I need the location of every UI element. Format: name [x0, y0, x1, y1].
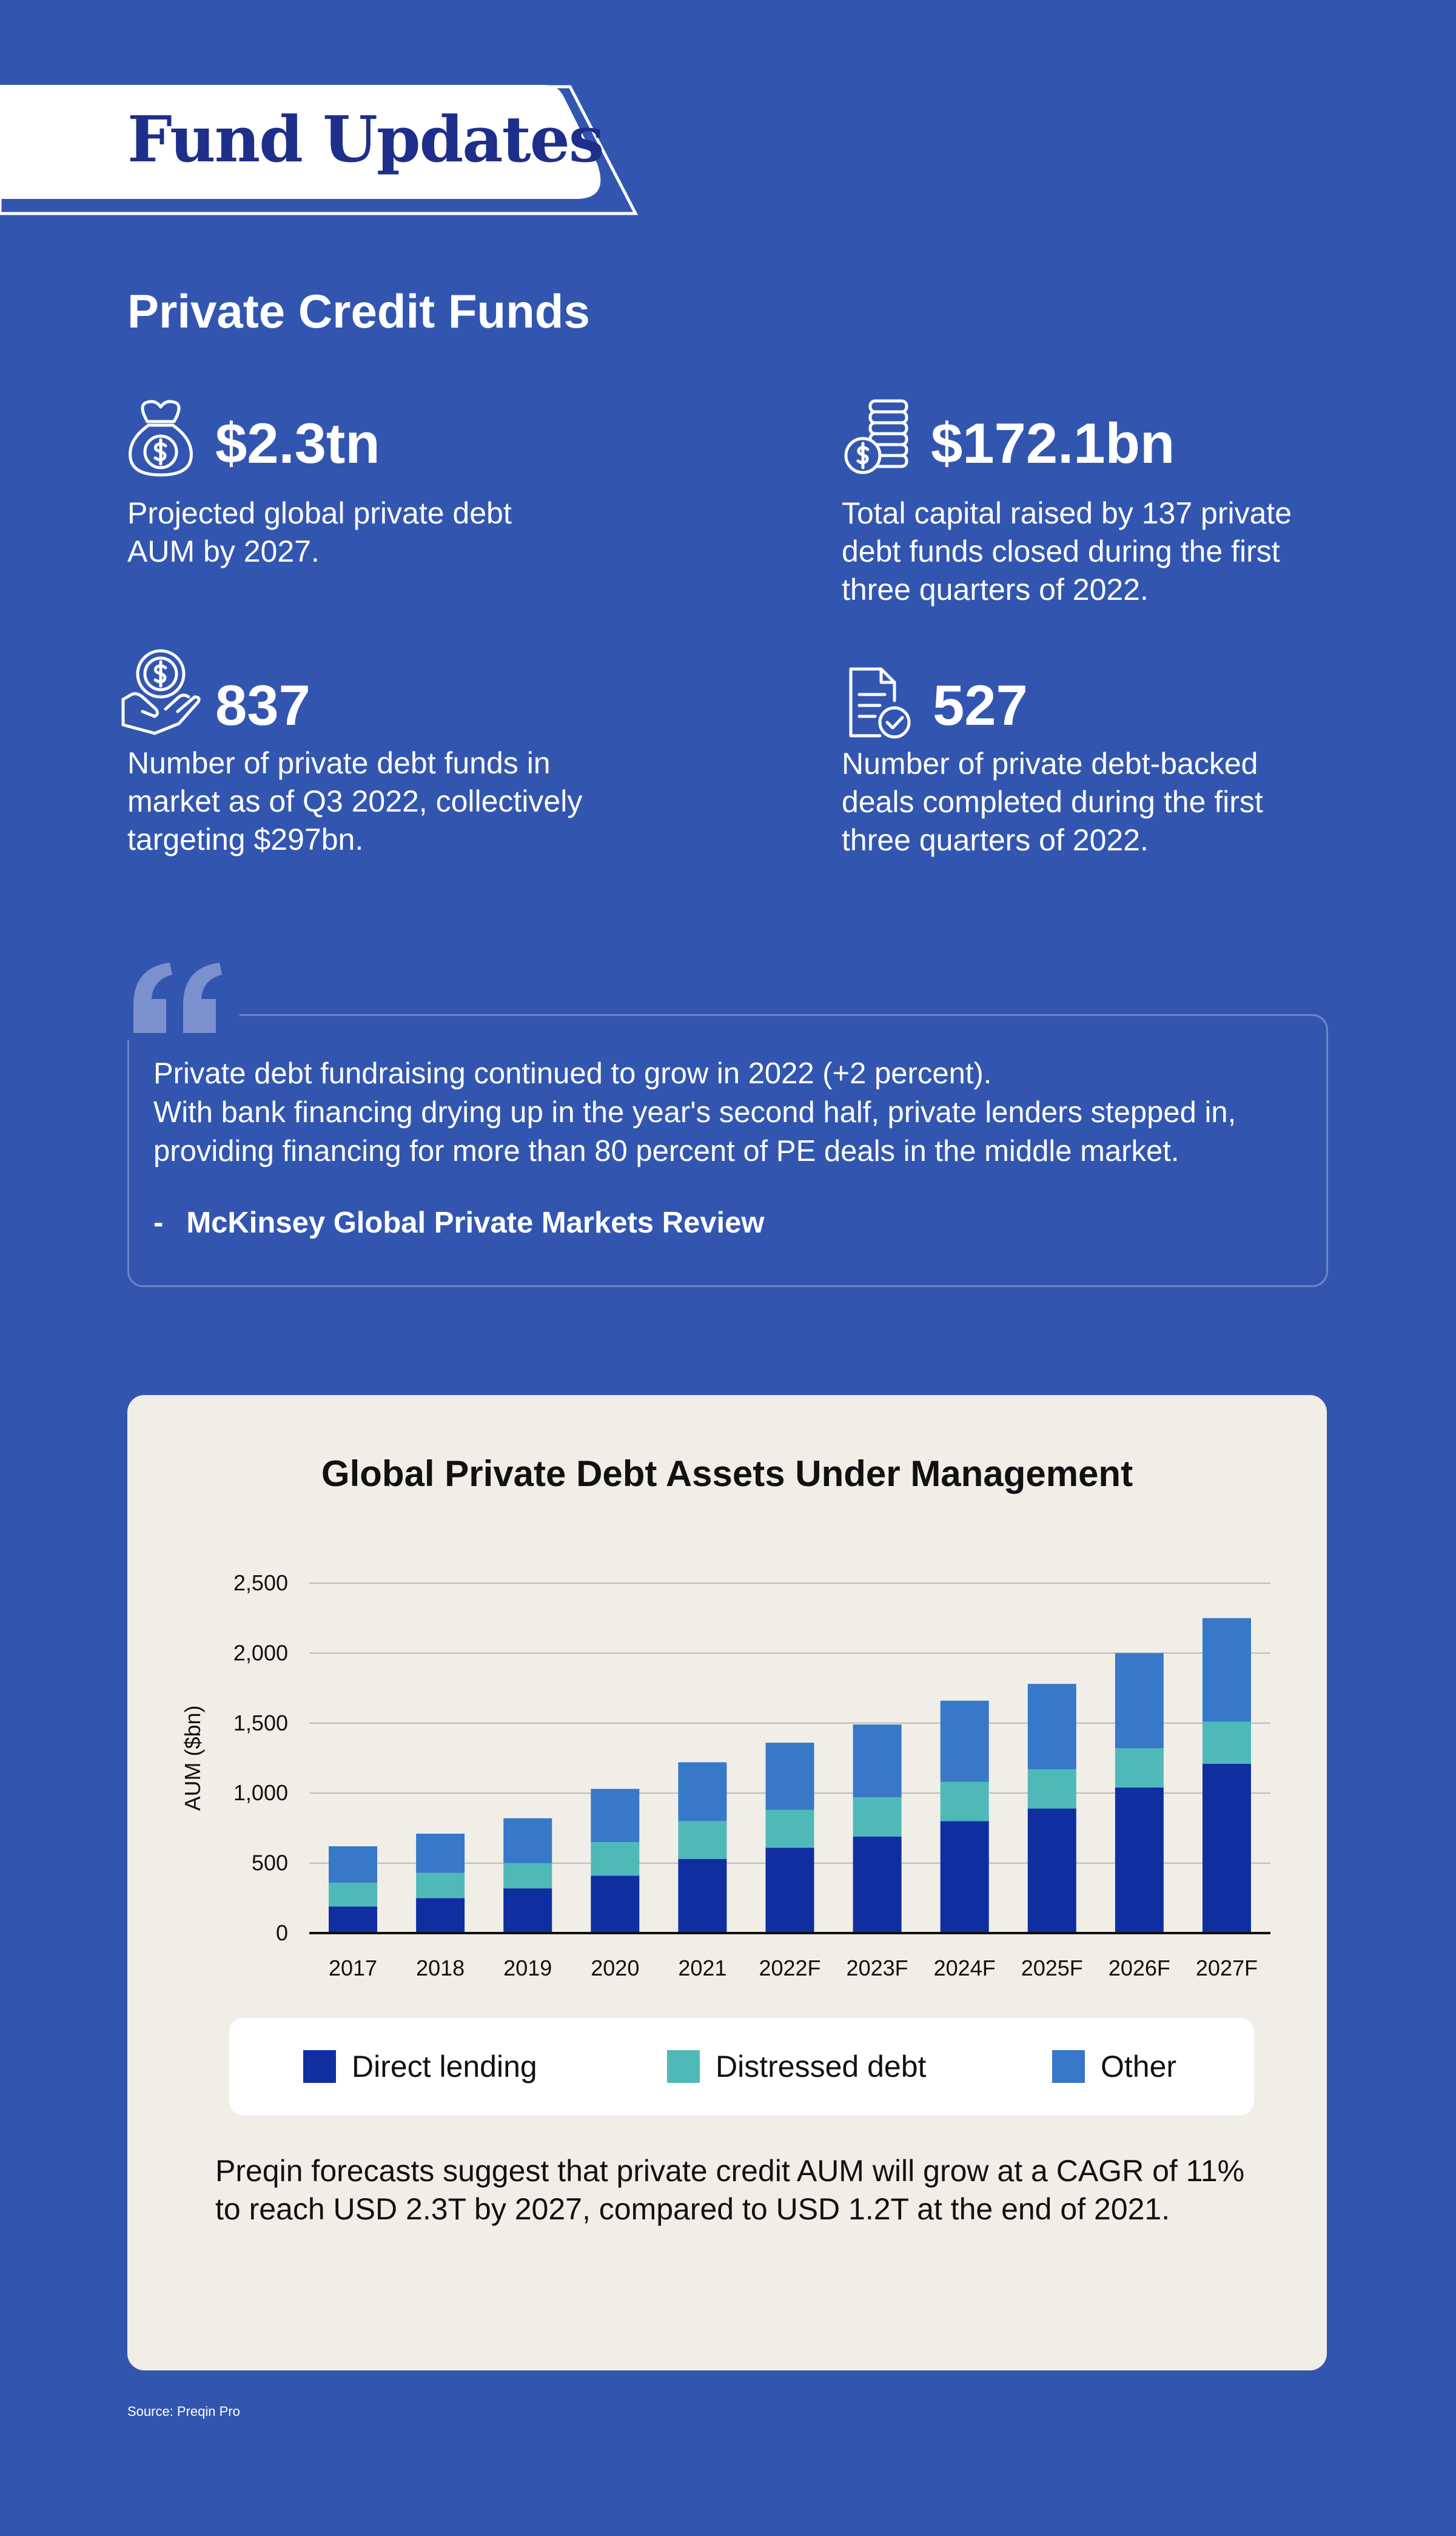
bar-segment: [329, 1846, 378, 1883]
bar-segment: [678, 1821, 727, 1859]
legend-item-direct-lending: Direct lending: [303, 2049, 537, 2084]
bar-segment: [940, 1821, 989, 1933]
aum-stacked-bar-chart: 0 500 1,000 1,500 2,000 2,500 AUM ($bn) 2017 201…: [180, 1570, 1270, 1980]
x-tick-label: 2025F: [1021, 1956, 1083, 1980]
quote-box: [127, 1014, 1328, 1287]
x-tick-label: 2024F: [934, 1956, 996, 1980]
stat-deals-completed: 527 Number of private debt-backed deals …: [842, 664, 1392, 883]
legend-item-other: Other: [1052, 2049, 1177, 2084]
bar-segment: [329, 1882, 378, 1907]
bar-segment: [1115, 1748, 1164, 1788]
bar-segment: [1202, 1618, 1251, 1722]
y-tick-label: 500: [252, 1851, 288, 1875]
legend-label: Other: [1101, 2050, 1177, 2084]
bar-segment: [503, 1888, 552, 1933]
bar-segment: [416, 1898, 465, 1933]
stat-funds-in-market: 837 Number of private debt funds in mark…: [118, 646, 664, 864]
legend-label: Direct lending: [352, 2050, 537, 2084]
y-tick-label: 1,500: [233, 1710, 288, 1735]
x-tick-label: 2027F: [1196, 1956, 1258, 1980]
bar-segment: [853, 1797, 902, 1837]
stat-capital-raised: $172.1bn Total capital raised by 137 pri…: [840, 397, 1386, 616]
x-tick-label: 2019: [503, 1956, 552, 1980]
page-title: Fund Updates: [127, 102, 604, 177]
stat-value: 837: [215, 673, 310, 737]
y-tick-label: 2,500: [233, 1570, 288, 1595]
y-tick-label: 0: [276, 1920, 288, 1945]
bar-segment: [678, 1762, 727, 1821]
source-note: Source: Preqin Pro: [127, 2404, 240, 2419]
x-tick-label: 2020: [591, 1956, 639, 1980]
x-tick-label: 2022F: [759, 1956, 820, 1980]
stat-description: Number of private debt-backed deals comp…: [842, 747, 1263, 857]
legend-swatch: [303, 2050, 336, 2083]
header-banner: [0, 85, 639, 215]
bar-segment: [1027, 1769, 1076, 1809]
quote-marks-icon: [133, 963, 222, 1033]
quote-source-name: McKinsey Global Private Markets Review: [186, 1206, 765, 1239]
bar-segment: [591, 1875, 640, 1933]
stat-description: Total capital raised by 137 private debt…: [842, 496, 1292, 607]
quote-text: Private debt fundraising continued to gr…: [153, 1057, 1236, 1168]
x-tick-label: 2026F: [1109, 1956, 1170, 1980]
legend-label: Distressed debt: [716, 2050, 927, 2084]
legend-swatch: [667, 2050, 700, 2083]
quote-source: - McKinsey Global Private Markets Review: [153, 1206, 765, 1240]
coin-stack-icon: [844, 399, 908, 474]
stat-description: Projected global private debt AUM by 202…: [127, 496, 512, 568]
bar-segment: [765, 1848, 814, 1933]
bar-segment: [503, 1863, 552, 1889]
bar-segment: [1202, 1763, 1251, 1933]
x-tick-label: 2017: [329, 1956, 377, 1980]
bar-segment: [329, 1906, 378, 1933]
stat-value: $172.1bn: [931, 411, 1175, 475]
bar-segment: [591, 1789, 640, 1842]
bar-segment: [1115, 1787, 1164, 1933]
bar-segment: [853, 1836, 902, 1933]
stat-value: $2.3tn: [215, 411, 380, 475]
stat-aum-2027: $2.3tn Projected global private debt AUM…: [124, 397, 670, 579]
quote-dash: -: [153, 1206, 164, 1239]
bar-segment: [591, 1841, 640, 1876]
axis-layer: 0 500 1,000 1,500 2,000 2,500 AUM ($bn) 2017 201…: [180, 1570, 1270, 1980]
y-tick-label: 2,000: [233, 1640, 288, 1665]
legend-swatch: [1052, 2050, 1085, 2083]
bar-segment: [678, 1858, 727, 1933]
bar-segment: [765, 1809, 814, 1848]
money-bag-icon: [129, 400, 193, 477]
y-axis-label: AUM ($bn): [180, 1705, 205, 1811]
chart-note: Preqin forecasts suggest that private cr…: [215, 2154, 1245, 2226]
section-title: Private Credit Funds: [127, 284, 590, 338]
bar-segment: [853, 1724, 902, 1798]
bar-segment: [1115, 1653, 1164, 1749]
bar-segment: [940, 1781, 989, 1821]
x-tick-label: 2021: [678, 1956, 726, 1980]
stat-value: 527: [933, 673, 1028, 737]
bar-segment: [1027, 1808, 1076, 1933]
x-tick-label: 2018: [416, 1956, 465, 1980]
bar-segment: [1027, 1684, 1076, 1769]
bar-segment: [1202, 1721, 1251, 1764]
x-tick-label: 2023F: [847, 1956, 908, 1980]
bars-layer: [329, 1618, 1251, 1933]
hand-coin-icon: [121, 649, 201, 735]
y-tick-label: 1,000: [233, 1780, 288, 1805]
stat-description: Number of private debt funds in market a…: [127, 746, 583, 856]
chart-title: Global Private Debt Assets Under Managem…: [321, 1453, 1133, 1494]
legend-item-distressed-debt: Distressed debt: [667, 2049, 927, 2084]
bar-segment: [416, 1834, 465, 1873]
bar-segment: [503, 1818, 552, 1863]
bar-segment: [416, 1872, 465, 1899]
document-check-icon: [849, 667, 911, 739]
bar-segment: [765, 1743, 814, 1810]
bar-segment: [940, 1700, 989, 1782]
